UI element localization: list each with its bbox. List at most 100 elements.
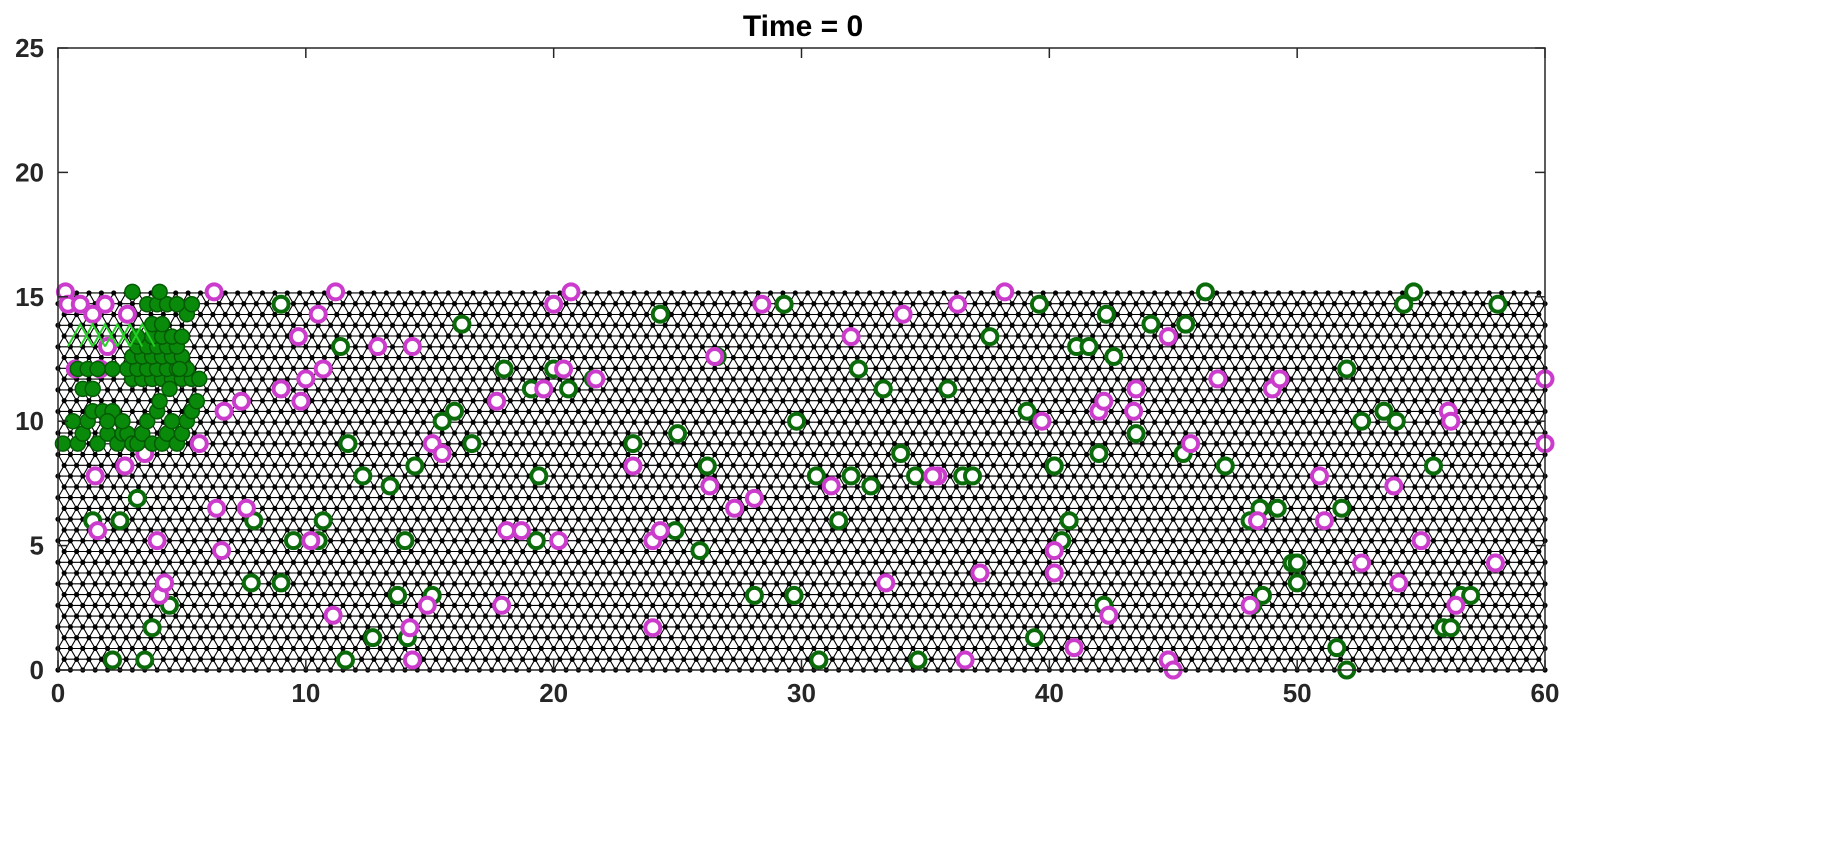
lattice-node <box>383 505 389 511</box>
lattice-node <box>972 301 978 307</box>
magenta-ring-point <box>296 369 316 389</box>
lattice-node <box>61 484 67 490</box>
lattice-node <box>829 462 836 468</box>
lattice-node <box>557 398 563 404</box>
lattice-node <box>1331 322 1337 328</box>
lattice-node <box>848 559 854 565</box>
lattice-node <box>687 387 693 393</box>
lattice-node <box>662 365 668 371</box>
lattice-node <box>1164 548 1170 555</box>
lattice-node <box>259 613 266 619</box>
lattice-node <box>408 376 414 382</box>
lattice-node <box>959 645 966 652</box>
lattice-node <box>290 322 297 328</box>
lattice-node <box>179 624 185 630</box>
lattice-node <box>1288 311 1294 318</box>
lattice-node <box>1065 290 1071 296</box>
lattice-node <box>811 344 817 350</box>
lattice-node <box>1412 635 1418 641</box>
lattice-node <box>860 624 867 630</box>
lattice-node <box>470 376 476 382</box>
lattice-node <box>1195 301 1201 307</box>
lattice-node <box>210 376 216 382</box>
lattice-node <box>582 398 588 404</box>
lattice-node <box>644 548 650 555</box>
lattice-node <box>1195 387 1201 393</box>
lattice-node <box>1189 505 1195 511</box>
lattice-node <box>767 398 774 404</box>
green-ring-point <box>1488 294 1508 314</box>
lattice-node <box>1077 419 1083 425</box>
lattice-node <box>482 290 489 296</box>
lattice-node <box>123 591 129 598</box>
lattice-node <box>222 462 228 468</box>
lattice-node <box>705 505 712 511</box>
lattice-node <box>1183 387 1189 393</box>
lattice-node <box>1387 311 1393 318</box>
lattice-node <box>1077 635 1083 641</box>
lattice-node <box>1288 484 1294 490</box>
lattice-node <box>1319 387 1325 393</box>
magenta-ring-point <box>1032 411 1052 431</box>
lattice-node <box>1145 495 1152 501</box>
lattice-node <box>563 602 569 608</box>
lattice-node <box>674 322 681 328</box>
lattice-node <box>1381 344 1387 350</box>
lattice-node <box>1306 408 1313 415</box>
lattice-node <box>1133 495 1139 501</box>
lattice-node <box>990 419 997 425</box>
lattice-node <box>1145 301 1152 307</box>
lattice-node <box>1251 462 1257 468</box>
lattice-node <box>681 484 687 490</box>
lattice-node <box>625 473 631 479</box>
lattice-node <box>668 484 674 490</box>
lattice-node <box>1145 430 1152 436</box>
lattice-node <box>879 548 885 555</box>
lattice-node <box>253 473 259 479</box>
lattice-node <box>1300 354 1306 361</box>
lattice-node <box>978 484 984 490</box>
lattice-node <box>328 581 334 587</box>
lattice-node <box>693 484 699 490</box>
lattice-node <box>984 602 990 608</box>
lattice-node <box>1536 484 1542 490</box>
lattice-node <box>1263 635 1269 641</box>
lattice-node <box>414 451 420 458</box>
lattice-node <box>687 301 693 307</box>
lattice-node <box>204 495 210 501</box>
lattice-node <box>439 624 445 630</box>
magenta-ring-point <box>323 605 343 625</box>
lattice-node <box>1288 398 1294 404</box>
lattice-node <box>235 419 241 425</box>
green-ring-point <box>980 327 1000 347</box>
lattice-node <box>328 322 334 328</box>
lattice-node <box>867 376 873 382</box>
lattice-node <box>80 538 86 544</box>
lattice-node <box>637 387 644 393</box>
lattice-node <box>340 451 346 458</box>
lattice-node <box>730 548 736 555</box>
lattice-node <box>1523 570 1530 576</box>
lattice-node <box>396 613 402 619</box>
lattice-node <box>1257 451 1263 458</box>
lattice-node <box>681 635 687 641</box>
lattice-node <box>1350 290 1356 296</box>
lattice-node <box>1034 365 1040 371</box>
lattice-node <box>662 322 668 328</box>
lattice-node <box>959 387 966 393</box>
lattice-node <box>272 311 278 318</box>
lattice-node <box>1362 462 1368 468</box>
lattice-node <box>836 495 842 501</box>
lattice-node <box>929 376 935 382</box>
lattice-node <box>730 376 736 382</box>
lattice-node <box>309 548 315 555</box>
lattice-node <box>1009 430 1015 436</box>
lattice-node <box>235 484 241 490</box>
lattice-node <box>377 408 383 415</box>
lattice-node <box>1139 398 1145 404</box>
lattice-node <box>228 430 235 436</box>
green-ring-point <box>849 359 869 379</box>
lattice-node <box>495 354 501 361</box>
lattice-node <box>352 322 358 328</box>
lattice-node <box>1176 591 1183 598</box>
